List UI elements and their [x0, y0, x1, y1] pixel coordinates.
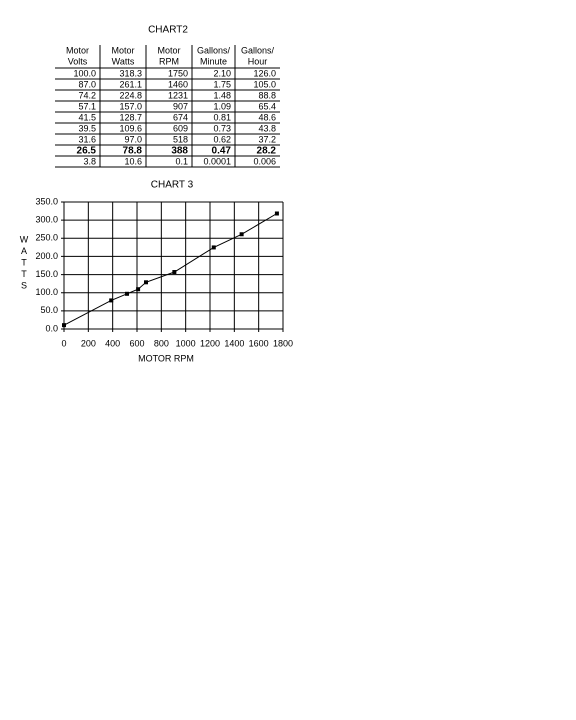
x-tick-label: 1800	[273, 338, 293, 348]
table-cell: 2.10	[213, 68, 231, 78]
data-point	[239, 232, 244, 237]
x-tick-label: 600	[129, 338, 144, 348]
x-tick-label: 400	[105, 338, 120, 348]
data-point	[144, 280, 149, 285]
y-tick-label: 300.0	[35, 215, 58, 225]
table-header: RPM	[159, 56, 179, 66]
x-tick-label: 1000	[176, 338, 196, 348]
y-tick-label: 200.0	[35, 251, 58, 261]
table-cell: 126.0	[253, 68, 276, 78]
table-cell: 0.73	[213, 123, 231, 133]
data-point	[62, 323, 67, 328]
table-cell: 318.3	[119, 68, 142, 78]
table-cell: 0.0001	[203, 156, 231, 166]
table-cell: 0.81	[213, 112, 231, 122]
table-cell: 1.48	[213, 90, 231, 100]
table-cell: 0.47	[212, 146, 232, 157]
y-tick-label: 150.0	[35, 269, 58, 279]
y-tick-label: 100.0	[35, 287, 58, 297]
data-point	[136, 287, 141, 292]
y-tick-label: 350.0	[35, 196, 58, 206]
table-cell: 518	[173, 134, 188, 144]
table-cell: 609	[173, 123, 188, 133]
table-cell: 128.7	[119, 112, 142, 122]
table-cell: 100.0	[73, 68, 96, 78]
table-header: Gallons/	[241, 45, 275, 55]
table-cell: 10.6	[124, 156, 142, 166]
table-cell: 674	[173, 112, 188, 122]
x-axis-label: MOTOR RPM	[138, 353, 194, 363]
table-cell: 1231	[168, 90, 188, 100]
y-axis-label: W	[20, 234, 29, 244]
table-cell: 1460	[168, 79, 188, 89]
table-cell: 88.8	[258, 90, 276, 100]
data-line	[63, 213, 278, 326]
table-cell: 48.6	[258, 112, 276, 122]
table-cell: 109.6	[119, 123, 142, 133]
table-header: Watts	[112, 56, 135, 66]
table-header: Minute	[200, 56, 227, 66]
x-tick-label: 0	[61, 338, 66, 348]
table-cell: 0.62	[213, 134, 231, 144]
table-cell: 0.006	[253, 156, 276, 166]
x-tick-label: 1400	[224, 338, 244, 348]
table-cell: 43.8	[258, 123, 276, 133]
table-header: Motor	[66, 45, 89, 55]
table-header: Hour	[248, 56, 268, 66]
x-tick-label: 200	[81, 338, 96, 348]
y-axis-label: T	[21, 269, 27, 279]
table-cell: 3.8	[83, 156, 96, 166]
table-cell: 28.2	[257, 146, 277, 157]
x-tick-label: 1600	[249, 338, 269, 348]
table-title: CHART2	[148, 25, 188, 36]
table-cell: 39.5	[78, 123, 96, 133]
table-cell: 224.8	[119, 90, 142, 100]
data-point	[274, 211, 279, 216]
y-tick-label: 250.0	[35, 233, 58, 243]
table-cell: 105.0	[253, 79, 276, 89]
table-header: Motor	[157, 45, 180, 55]
table-cell: 41.5	[78, 112, 96, 122]
table-cell: 157.0	[119, 101, 142, 111]
table-cell: 1.09	[213, 101, 231, 111]
table-cell: 65.4	[258, 101, 276, 111]
y-axis-label: T	[21, 257, 27, 267]
table-cell: 26.5	[77, 146, 97, 157]
table-cell: 87.0	[78, 79, 96, 89]
y-axis-label: A	[21, 246, 27, 256]
chart-title: CHART 3	[151, 180, 194, 191]
table-cell: 907	[173, 101, 188, 111]
x-tick-label: 800	[154, 338, 169, 348]
table-cell: 31.6	[78, 134, 96, 144]
table-cell: 1750	[168, 68, 188, 78]
table-header: Motor	[111, 45, 134, 55]
table-cell: 261.1	[119, 79, 142, 89]
table-cell: 37.2	[258, 134, 276, 144]
table-cell: 0.1	[175, 156, 188, 166]
y-tick-label: 50.0	[40, 305, 58, 315]
y-axis-label: S	[21, 280, 27, 290]
data-point	[172, 270, 177, 275]
table-header: Volts	[68, 56, 88, 66]
table-cell: 57.1	[78, 101, 96, 111]
table-cell: 97.0	[124, 134, 142, 144]
table-header: Gallons/	[197, 45, 231, 55]
data-point	[109, 298, 114, 303]
data-point	[211, 245, 216, 250]
x-tick-label: 1200	[200, 338, 220, 348]
y-tick-label: 0.0	[45, 323, 58, 333]
data-point	[125, 291, 130, 296]
table-cell: 388	[171, 146, 188, 157]
table-cell: 74.2	[78, 90, 96, 100]
table-cell: 78.8	[123, 146, 143, 157]
table-cell: 1.75	[213, 79, 231, 89]
